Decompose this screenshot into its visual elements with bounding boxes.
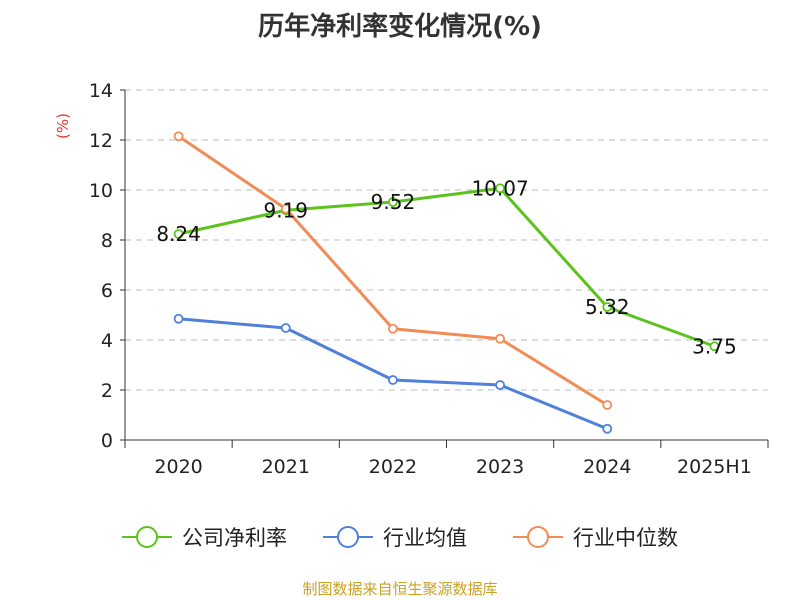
data-point	[602, 423, 613, 434]
data-point	[173, 131, 184, 142]
data-point	[709, 341, 720, 352]
data-point	[280, 323, 291, 333]
data-point	[602, 302, 613, 312]
series-lines	[173, 131, 720, 434]
footer-source: 制图数据来自恒生聚源数据库	[302, 580, 498, 598]
legend-label: 行业中位数	[573, 526, 678, 550]
legend-item-1: 行业均值	[323, 526, 467, 550]
y-axis-unit-label: (%)	[54, 113, 72, 139]
data-point	[495, 183, 505, 194]
data-point	[495, 380, 505, 390]
legend-marker	[337, 526, 359, 548]
x-tick-label: 2020	[154, 456, 202, 478]
data-point	[173, 313, 184, 324]
x-tick-label: 2021	[262, 456, 310, 478]
grid-lines	[125, 89, 768, 391]
legend-marker	[527, 526, 549, 548]
legend-item-0: 公司净利率	[122, 526, 287, 550]
y-tick-label: 14	[89, 80, 113, 102]
x-tick-label: 2025H1	[677, 456, 752, 478]
x-tick-label: 2022	[369, 456, 417, 478]
data-label: 3.75	[692, 334, 737, 358]
data-point	[388, 197, 398, 207]
y-tick-label: 6	[101, 280, 113, 302]
data-label: 10.07	[471, 176, 528, 200]
series-line-1	[178, 317, 608, 431]
legend: 公司净利率 行业均值 行业中位数	[122, 526, 678, 550]
legend-marker	[136, 526, 158, 548]
y-tick-label: 2	[101, 380, 113, 402]
x-tick-label: 2024	[583, 456, 631, 478]
data-point	[173, 229, 184, 239]
chart-title: 历年净利率变化情况(%)	[258, 12, 542, 42]
x-tick-label: 2023	[476, 456, 524, 478]
y-tick-label: 0	[101, 430, 113, 452]
data-label: 5.32	[585, 295, 630, 319]
data-point	[495, 333, 505, 344]
legend-label: 行业均值	[383, 526, 467, 550]
data-label: 8.24	[156, 222, 201, 246]
y-tick-label: 8	[101, 230, 113, 252]
data-point	[602, 400, 613, 410]
data-point	[388, 323, 398, 334]
axes: 0 2 4 6 8 10 12 14 2020 2021 2022 2023 2024 2025H1	[89, 80, 769, 478]
series-line-2	[177, 135, 609, 407]
data-point	[388, 375, 398, 385]
y-tick-label: 4	[101, 330, 113, 352]
data-label: 9.52	[371, 190, 416, 214]
series-line-0	[178, 186, 715, 348]
data-labels: 8.24 9.19 9.52 10.07 5.32 3.75	[156, 176, 736, 358]
legend-item-2: 行业中位数	[513, 526, 678, 550]
data-label: 9.19	[263, 198, 308, 222]
y-tick-label: 10	[89, 180, 113, 202]
data-point	[280, 203, 291, 214]
y-tick-label: 12	[89, 130, 113, 152]
legend-label: 公司净利率	[182, 526, 287, 550]
